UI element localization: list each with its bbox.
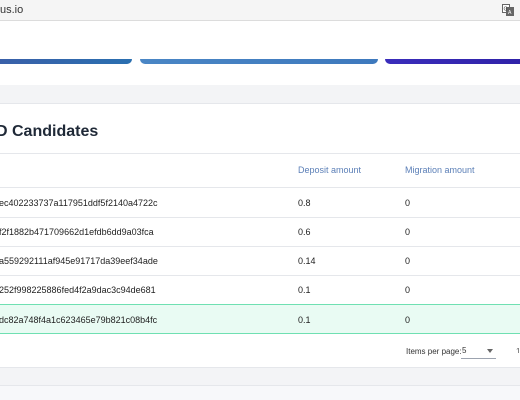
candidates-card: D Candidates Deposit amount Migration am… xyxy=(0,103,520,368)
items-per-page-label: Items per page: xyxy=(406,347,462,356)
stat-card-3-accent xyxy=(385,59,520,64)
url-text[interactable]: us.io xyxy=(0,4,24,16)
stat-card-2-accent xyxy=(140,59,378,64)
migration-cell: 0 xyxy=(405,285,411,295)
items-per-page-select[interactable]: 5 xyxy=(461,344,496,359)
translate-icon[interactable]: G A xyxy=(502,4,514,16)
column-header-deposit[interactable]: Deposit amount xyxy=(298,165,362,175)
chevron-down-icon xyxy=(487,349,493,353)
address-cell[interactable]: ec402233737a117951ddf5f2140a4722c xyxy=(0,198,158,208)
table-row[interactable]: ec402233737a117951ddf5f2140a4722c 0.8 0 xyxy=(0,188,520,218)
stat-card-1-accent xyxy=(0,59,132,64)
svg-text:A: A xyxy=(508,10,512,16)
address-cell[interactable]: 252f998225886fed4f2a9dac3c94de681 xyxy=(0,285,156,295)
deposit-cell: 0.14 xyxy=(298,256,316,266)
migration-cell: 0 xyxy=(405,256,411,266)
migration-cell: 0 xyxy=(405,198,411,208)
table-row-selected[interactable]: dc82a748f4a1c623465e79b821c08b4fc 0.1 0 xyxy=(0,304,520,334)
column-header-migration[interactable]: Migration amount xyxy=(405,165,475,175)
migration-cell: 0 xyxy=(405,315,411,325)
items-per-page-value: 5 xyxy=(462,346,467,355)
footer-strip xyxy=(0,385,520,400)
table-header: Deposit amount Migration amount xyxy=(0,153,520,188)
migration-cell: 0 xyxy=(405,227,411,237)
deposit-cell: 0.1 xyxy=(298,285,311,295)
deposit-cell: 0.6 xyxy=(298,227,311,237)
next-page-button[interactable]: 1 xyxy=(516,347,520,353)
candidates-title: D Candidates xyxy=(0,123,99,140)
table-row[interactable]: a559292111af945e91717da39eef34ade 0.14 0 xyxy=(0,246,520,276)
table-row[interactable]: f2f1882b471709662d1efdb6dd9a03fca 0.6 0 xyxy=(0,217,520,247)
address-cell[interactable]: a559292111af945e91717da39eef34ade xyxy=(0,256,158,266)
address-cell[interactable]: dc82a748f4a1c623465e79b821c08b4fc xyxy=(0,315,158,325)
address-cell[interactable]: f2f1882b471709662d1efdb6dd9a03fca xyxy=(0,227,154,237)
deposit-cell: 0.8 xyxy=(298,198,311,208)
deposit-cell: 0.1 xyxy=(298,315,311,325)
browser-address-bar[interactable]: us.io G A xyxy=(0,0,520,21)
svg-text:G: G xyxy=(504,7,508,13)
hero-section xyxy=(0,21,520,85)
table-row[interactable]: 252f998225886fed4f2a9dac3c94de681 0.1 0 xyxy=(0,275,520,305)
